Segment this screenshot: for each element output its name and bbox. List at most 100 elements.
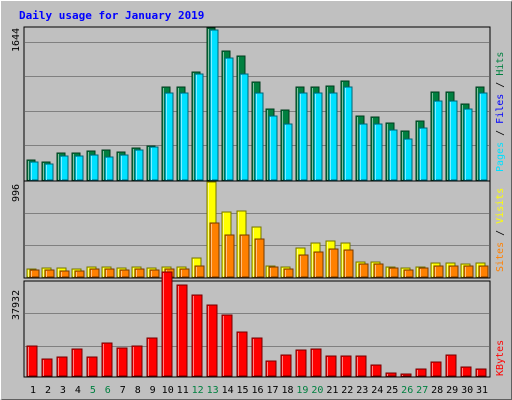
day-label-27: 27	[416, 385, 428, 396]
bottom-bar-kbytes-day-3	[56, 356, 68, 377]
bottom-bar-kbytes-day-25	[385, 372, 397, 377]
bottom-legend: KBytes	[495, 340, 506, 376]
top-legend-part-4: Hits	[495, 52, 506, 76]
top-bar-pages-day-18	[283, 123, 293, 181]
day-label-17: 17	[266, 385, 278, 396]
top-bar-pages-day-30	[463, 108, 473, 181]
top-legend: Pages / Files / Hits	[495, 52, 506, 172]
bottom-bar-kbytes-day-6	[101, 342, 113, 377]
bottom-bar-kbytes-day-26	[400, 373, 412, 377]
top-bar-pages-day-20	[313, 92, 323, 181]
day-label-11: 11	[177, 385, 189, 396]
middle-bar-sites-day-9	[149, 269, 160, 278]
bottom-max-label: 37932	[11, 290, 22, 320]
day-label-10: 10	[162, 385, 174, 396]
day-label-26: 26	[401, 385, 413, 396]
day-label-22: 22	[341, 385, 353, 396]
middle-bar-sites-day-14	[224, 234, 235, 278]
day-label-21: 21	[326, 385, 338, 396]
day-label-30: 30	[461, 385, 473, 396]
middle-bar-sites-day-13	[209, 222, 220, 278]
top-bar-pages-day-4	[74, 155, 84, 181]
bottom-bar-kbytes-day-18	[280, 354, 292, 377]
top-bar-pages-day-28	[433, 100, 443, 181]
middle-bar-sites-day-22	[343, 249, 354, 278]
middle-bar-sites-day-18	[283, 268, 294, 278]
bottom-bar-kbytes-day-13	[206, 304, 218, 377]
bottom-bar-kbytes-day-9	[146, 337, 158, 377]
day-label-16: 16	[251, 385, 263, 396]
bottom-bar-kbytes-day-28	[430, 361, 442, 377]
middle-bar-sites-day-17	[268, 266, 279, 278]
top-bar-pages-day-16	[254, 92, 264, 181]
top-legend-part-3: /	[495, 76, 506, 94]
day-label-14: 14	[222, 385, 234, 396]
top-bar-pages-day-9	[149, 146, 159, 181]
bottom-bar-kbytes-day-7	[116, 347, 128, 377]
top-bar-pages-day-8	[134, 149, 144, 181]
day-label-9: 9	[150, 385, 156, 396]
bottom-bar-kbytes-day-20	[310, 348, 322, 377]
middle-bar-sites-day-2	[44, 269, 55, 278]
bottom-bar-kbytes-day-21	[325, 355, 337, 377]
top-bar-pages-day-1	[29, 161, 39, 181]
day-label-3: 3	[60, 385, 66, 396]
bottom-bar-kbytes-day-8	[131, 345, 143, 377]
day-label-4: 4	[75, 385, 81, 396]
top-bar-pages-day-3	[59, 155, 69, 181]
middle-bar-sites-day-24	[373, 263, 384, 278]
day-label-7: 7	[120, 385, 126, 396]
middle-legend-part-2: Visits	[495, 188, 506, 224]
top-legend-part-1: /	[495, 124, 506, 142]
day-label-31: 31	[476, 385, 488, 396]
middle-bar-sites-day-16	[254, 238, 265, 278]
bottom-bar-kbytes-day-10	[161, 271, 173, 377]
day-label-28: 28	[431, 385, 443, 396]
day-label-1: 1	[30, 385, 36, 396]
middle-bar-sites-day-31	[478, 265, 489, 278]
bottom-bar-kbytes-day-31	[475, 368, 487, 377]
middle-legend-part-1: /	[495, 224, 506, 242]
top-bar-pages-day-27	[418, 127, 428, 181]
day-label-24: 24	[371, 385, 383, 396]
top-bar-pages-day-19	[298, 92, 308, 181]
middle-max-label: 996	[11, 184, 22, 202]
top-legend-part-0: Pages	[495, 142, 506, 172]
top-bar-pages-day-11	[179, 92, 189, 181]
middle-bar-sites-day-5	[89, 268, 100, 278]
bottom-bar-kbytes-day-17	[265, 360, 277, 377]
top-bar-pages-day-5	[89, 154, 99, 181]
bottom-bar-kbytes-day-1	[26, 345, 38, 377]
top-bar-pages-day-15	[239, 73, 249, 181]
day-label-19: 19	[296, 385, 308, 396]
middle-bar-sites-day-20	[313, 251, 324, 278]
middle-bar-sites-day-29	[448, 265, 459, 278]
day-label-5: 5	[90, 385, 96, 396]
bottom-bar-kbytes-day-19	[295, 349, 307, 377]
top-bar-pages-day-6	[104, 156, 114, 181]
middle-bar-sites-day-26	[403, 269, 414, 278]
top-bar-pages-day-29	[448, 100, 458, 181]
top-legend-part-2: Files	[495, 94, 506, 124]
middle-bar-sites-day-11	[179, 268, 190, 278]
middle-bar-sites-day-7	[119, 269, 130, 278]
day-label-23: 23	[356, 385, 368, 396]
bottom-bar-kbytes-day-16	[251, 337, 263, 377]
day-label-6: 6	[105, 385, 111, 396]
bottom-bar-kbytes-day-24	[370, 364, 382, 377]
bottom-bar-kbytes-day-11	[176, 284, 188, 377]
bar-layer	[26, 27, 489, 377]
bottom-bar-kbytes-day-2	[41, 358, 53, 377]
top-bar-pages-day-14	[224, 57, 234, 181]
bottom-bar-kbytes-day-23	[355, 355, 367, 377]
top-bar-pages-day-23	[358, 123, 368, 181]
bottom-bar-kbytes-day-30	[460, 366, 472, 377]
top-bar-pages-day-12	[194, 73, 204, 181]
middle-bar-sites-day-6	[104, 268, 115, 278]
bottom-bar-kbytes-day-4	[71, 348, 83, 377]
middle-bar-sites-day-8	[134, 268, 145, 278]
top-bar-pages-day-17	[268, 115, 278, 181]
bottom-bar-kbytes-day-27	[415, 368, 427, 377]
middle-bar-sites-day-25	[388, 267, 399, 278]
